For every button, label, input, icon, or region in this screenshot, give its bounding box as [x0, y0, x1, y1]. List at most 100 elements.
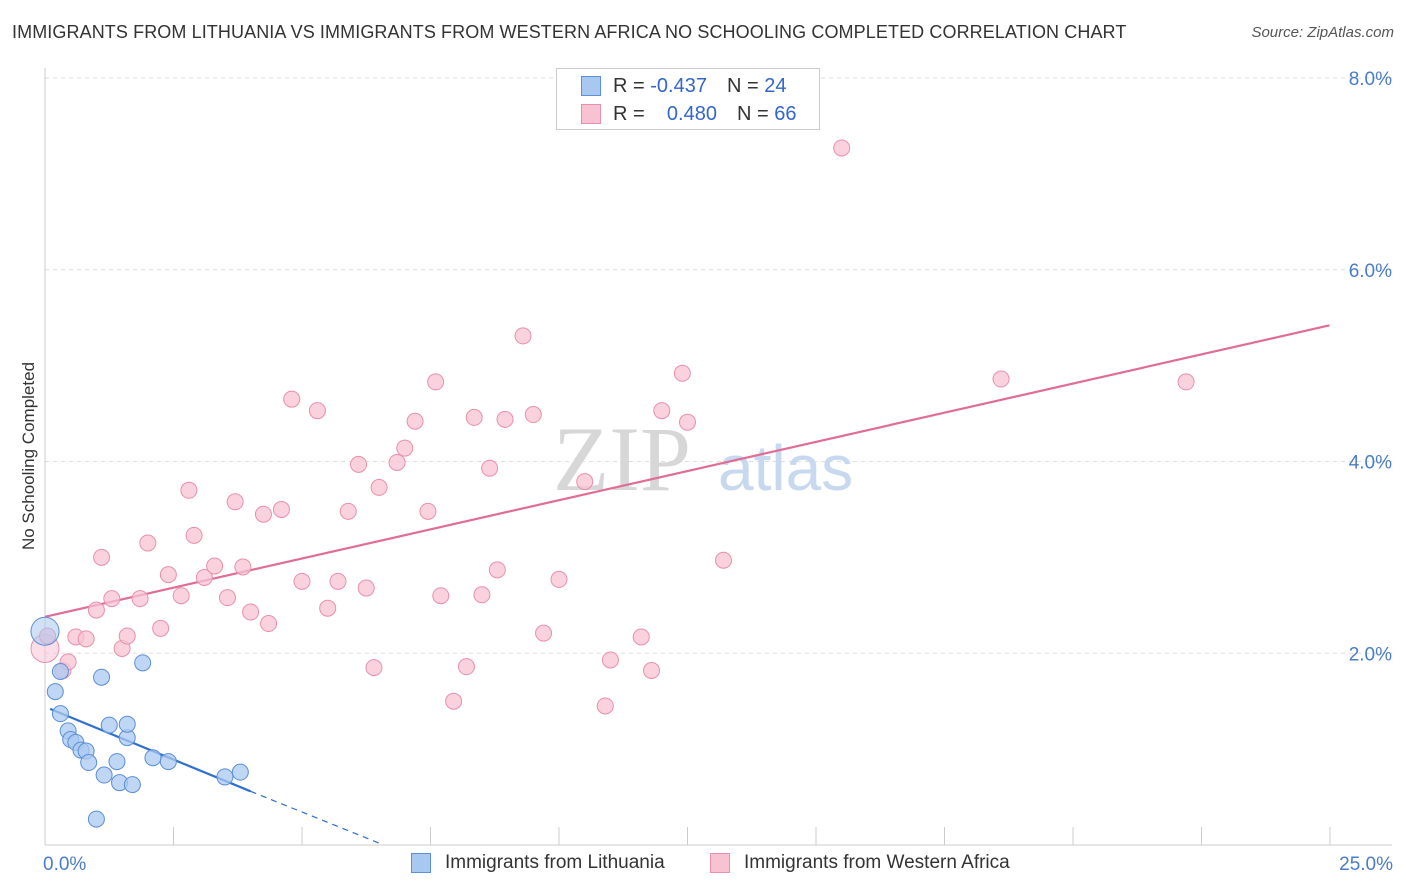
point-western-africa: [473, 586, 491, 604]
source-note: Source: ZipAtlas.com: [1251, 24, 1394, 41]
point-western-africa: [514, 327, 532, 345]
point-western-africa: [427, 373, 445, 391]
trend-extension-lithuania: [250, 790, 380, 844]
point-lithuania: [87, 810, 105, 828]
point-lithuania: [123, 776, 141, 794]
legend-r-label: R =: [613, 74, 645, 97]
legend-swatch-western-africa: [581, 104, 601, 124]
chart-title: IMMIGRANTS FROM LITHUANIA VS IMMIGRANTS …: [12, 22, 1127, 42]
point-lithuania: [100, 716, 118, 734]
y-tick-label: 2.0%: [1349, 644, 1392, 665]
point-lithuania: [118, 715, 136, 733]
watermark: ZIP atlas: [553, 408, 853, 510]
point-lithuania: [30, 616, 60, 646]
watermark-zip: ZIP: [553, 408, 691, 510]
point-western-africa: [206, 557, 224, 575]
y-axis-label: No Schooling Completed: [19, 362, 38, 550]
point-western-africa: [1177, 373, 1195, 391]
watermark-atlas: atlas: [718, 432, 853, 504]
legend-r-value-lithuania: -0.437: [650, 74, 707, 97]
point-lithuania: [46, 683, 64, 701]
point-western-africa: [152, 619, 170, 637]
point-western-africa: [481, 459, 499, 477]
legend-row-lithuania: R = -0.437 N = 24: [581, 74, 786, 98]
point-western-africa: [339, 502, 357, 520]
point-western-africa: [139, 534, 157, 552]
point-western-africa: [833, 139, 851, 157]
point-western-africa: [254, 505, 272, 523]
point-western-africa: [370, 478, 388, 496]
point-western-africa: [465, 408, 483, 426]
series-label-lithuania: Immigrants from Lithuania: [445, 852, 665, 873]
point-western-africa: [432, 587, 450, 605]
point-western-africa: [308, 402, 326, 420]
point-lithuania: [134, 654, 152, 672]
point-western-africa: [524, 406, 542, 424]
x-tick-label: 0.0%: [43, 854, 86, 875]
y-tick-label: 4.0%: [1349, 453, 1392, 474]
point-western-africa: [350, 455, 368, 473]
point-lithuania: [51, 662, 69, 680]
point-western-africa: [118, 627, 136, 645]
point-western-africa: [576, 473, 594, 491]
point-western-africa: [632, 628, 650, 646]
point-western-africa: [365, 659, 383, 677]
legend-n-label: N =: [736, 102, 769, 125]
legend-n-label: N =: [726, 74, 759, 97]
point-western-africa: [260, 615, 278, 633]
point-western-africa: [388, 453, 406, 471]
point-western-africa: [396, 439, 414, 457]
point-western-africa: [131, 590, 149, 608]
point-lithuania: [80, 754, 98, 772]
point-western-africa: [679, 413, 696, 431]
point-western-africa: [596, 697, 614, 715]
point-lithuania: [51, 705, 69, 723]
point-western-africa: [457, 658, 475, 676]
x-tick-label: 25.0%: [1339, 854, 1393, 875]
point-western-africa: [550, 570, 568, 588]
point-lithuania: [144, 749, 162, 767]
series-label-western-africa: Immigrants from Western Africa: [744, 852, 1010, 873]
point-western-africa: [172, 587, 190, 605]
point-lithuania: [95, 766, 113, 784]
point-western-africa: [601, 651, 619, 669]
y-tick-label: 8.0%: [1349, 69, 1392, 90]
point-western-africa: [242, 603, 260, 621]
y-tick-label: 6.0%: [1349, 261, 1392, 282]
point-western-africa: [643, 662, 661, 680]
point-western-africa: [714, 551, 732, 569]
legend-n-value-lithuania: 24: [764, 74, 787, 97]
point-western-africa: [293, 572, 311, 590]
series-legend-lithuania: Immigrants from Lithuania: [411, 852, 665, 874]
y-tick-labels: 2.0% 4.0% 6.0% 8.0%: [1349, 69, 1392, 665]
point-western-africa: [77, 630, 95, 648]
legend-r-value-western-africa: 0.480: [666, 102, 717, 125]
point-western-africa: [653, 402, 671, 420]
point-western-africa: [226, 493, 244, 511]
point-western-africa: [419, 502, 437, 520]
point-western-africa: [496, 410, 514, 428]
point-western-africa: [406, 412, 424, 430]
point-lithuania: [231, 763, 249, 781]
point-western-africa: [234, 558, 252, 576]
legend-n-value-western-africa: 66: [774, 102, 797, 125]
point-western-africa: [992, 370, 1010, 388]
point-western-africa: [357, 579, 375, 597]
point-western-africa: [195, 569, 213, 587]
point-western-africa: [93, 548, 111, 566]
legend-swatch-lithuania: [581, 76, 601, 96]
point-western-africa: [488, 561, 506, 579]
scatter-points: [30, 139, 1195, 828]
trend-line-western-africa: [44, 324, 1330, 618]
x-tick-labels: 0.0% 25.0%: [43, 854, 1393, 875]
point-western-africa: [87, 601, 105, 619]
series-legend-western-africa: Immigrants from Western Africa: [710, 852, 1010, 874]
point-western-africa: [103, 590, 121, 608]
point-western-africa: [218, 589, 236, 607]
point-western-africa: [535, 624, 553, 642]
point-lithuania: [159, 753, 177, 771]
legend-row-western-africa: R = 0.480 N = 66: [581, 102, 796, 126]
point-western-africa: [159, 566, 177, 584]
point-western-africa: [319, 599, 337, 617]
